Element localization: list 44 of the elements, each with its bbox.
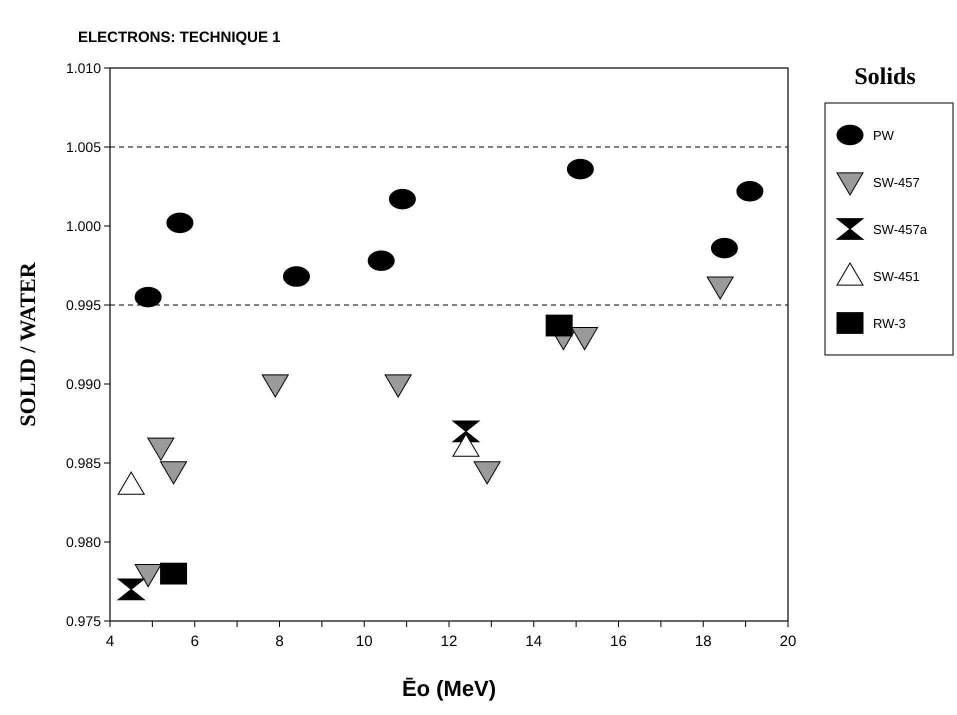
x-tick-label: 14 [525,633,542,650]
x-axis-title: Ēo (MeV) [402,676,496,701]
x-tick-label: 8 [275,633,284,650]
point [452,420,480,442]
point [166,212,194,234]
point [160,461,188,484]
x-tick-label: 10 [356,633,373,650]
x-tick-label: 20 [780,633,796,650]
point [736,180,764,202]
x-tick-label: 4 [106,633,114,650]
point [262,374,289,398]
y-tick-label: 1.005 [66,139,102,155]
x-tick-label: 18 [694,633,712,650]
y-tick-label: 0.990 [66,376,102,392]
point [384,374,412,398]
point [134,286,162,308]
y-tick-label: 1.010 [66,60,102,76]
point [710,238,738,258]
point [571,327,598,350]
legend-label: SW-451 [873,269,920,284]
point [147,438,174,461]
y-tick-label: 0.975 [66,613,102,629]
y-axis-title: SOLID / WATER [15,261,40,427]
point [566,158,594,180]
y-tick-label: 0.980 [66,534,102,550]
legend-label: SW-457 [873,175,920,190]
legend-label: RW-3 [873,316,906,331]
x-tick-label: 12 [440,633,458,650]
point [474,461,501,484]
x-tick-label: 16 [610,633,627,650]
chart-title: ELECTRONS: TECHNIQUE 1 [78,29,281,46]
point [368,250,395,272]
point [546,314,573,336]
y-tick-label: 0.995 [66,297,102,313]
y-tick-label: 0.985 [66,455,102,471]
x-tick-label: 6 [190,633,199,650]
point [388,188,416,210]
y-tick-label: 1.000 [66,218,102,234]
point [134,564,162,588]
point [706,276,734,300]
legend-label: SW-457a [873,222,928,237]
legend-title: Solids [854,64,916,90]
point [282,266,310,287]
legend-label: PW [873,128,895,143]
